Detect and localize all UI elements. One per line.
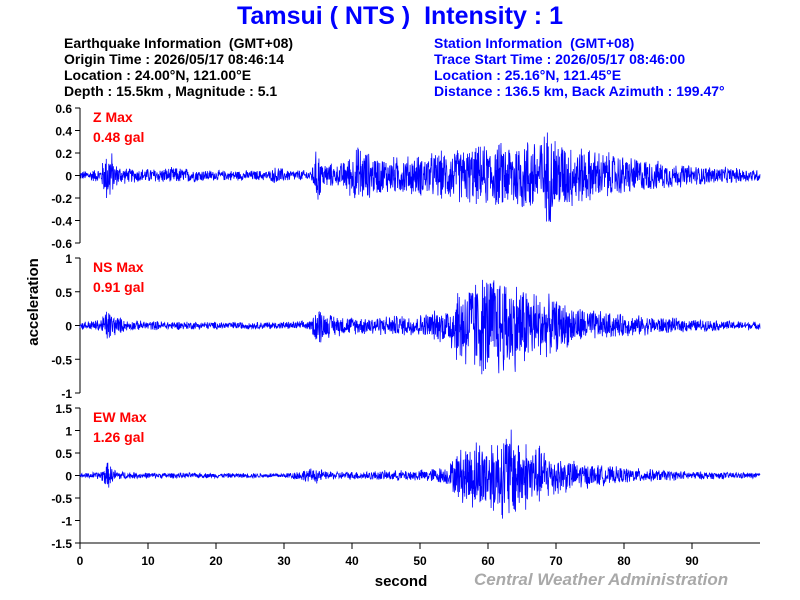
- station-location: Location : 25.16°N, 121.45°E: [434, 67, 622, 83]
- x-tick-label: 90: [685, 554, 699, 568]
- earthquake-info-heading: Earthquake Information (GMT+08): [64, 35, 294, 51]
- y-tick-label: 0.6: [55, 102, 72, 116]
- credit-text: Central Weather Administration: [474, 570, 729, 589]
- max-value-z: 0.48 gal: [93, 129, 144, 145]
- panel-ew: -1.5 -1 -0.5 0 0.5 1 1.5 EW Max 1.26 gal: [51, 402, 761, 551]
- trace-ew: [79, 429, 761, 519]
- y-axis-label: acceleration: [25, 258, 42, 346]
- y-tick-label: 0: [65, 320, 72, 334]
- x-tick-label: 40: [345, 554, 359, 568]
- y-tick-label: -1: [61, 387, 72, 401]
- y-tick-label: 1.5: [55, 402, 72, 416]
- y-tick-label: 0.5: [55, 286, 72, 300]
- x-tick-label: 30: [277, 554, 291, 568]
- x-tick-label: 80: [617, 554, 631, 568]
- depth-magnitude: Depth : 15.5km , Magnitude : 5.1: [64, 83, 278, 99]
- earthquake-info: Earthquake Information (GMT+08) Origin T…: [64, 35, 293, 99]
- panel-z: -0.6 -0.4 -0.2 0 0.2 0.4 0.6 Z Max 0.48 gal: [51, 102, 761, 251]
- max-label-z: Z Max: [93, 109, 133, 125]
- station-info: Station Information (GMT+08) Trace Start…: [434, 35, 725, 99]
- y-tick-label: -1.5: [51, 537, 72, 551]
- y-tick-label: 1: [65, 425, 72, 439]
- x-tick-label: 50: [413, 554, 427, 568]
- x-tick-label: 70: [549, 554, 563, 568]
- max-value-ew: 1.26 gal: [93, 429, 144, 445]
- origin-time: Origin Time : 2026/05/17 08:46:14: [64, 51, 284, 67]
- y-tick-label: -0.5: [51, 492, 72, 506]
- station-info-heading: Station Information (GMT+08): [434, 35, 635, 51]
- y-tick-label: 0.5: [55, 447, 72, 461]
- y-tick-label: -0.6: [51, 237, 72, 251]
- y-tick-label: 0.4: [55, 125, 72, 139]
- epicenter-location: Location : 24.00°N, 121.00°E: [64, 67, 252, 83]
- y-tick-label: 1: [65, 252, 72, 266]
- x-tick-label: 60: [481, 554, 495, 568]
- y-tick-label: -0.5: [51, 353, 72, 367]
- y-tick-label: -0.4: [51, 215, 72, 229]
- trace-z: [79, 132, 761, 222]
- x-tick-label: 10: [141, 554, 155, 568]
- y-tick-label: -0.2: [51, 192, 72, 206]
- trace-ns: [79, 279, 761, 375]
- max-value-ns: 0.91 gal: [93, 279, 144, 295]
- y-tick-label: 0: [65, 170, 72, 184]
- panel-ns: -1 -0.5 0 0.5 1 NS Max 0.91 gal: [51, 252, 761, 401]
- y-tick-label: 0.2: [55, 147, 72, 161]
- y-tick-label: 0: [65, 470, 72, 484]
- chart-title: Tamsui ( NTS ) Intensity : 1: [237, 2, 563, 30]
- max-label-ns: NS Max: [93, 259, 144, 275]
- station-distance: Distance : 136.5 km, Back Azimuth : 199.…: [434, 83, 725, 99]
- x-axis-label: second: [375, 573, 428, 590]
- trace-start-time: Trace Start Time : 2026/05/17 08:46:00: [434, 51, 686, 67]
- y-tick-label: -1: [61, 515, 72, 529]
- max-label-ew: EW Max: [93, 409, 147, 425]
- x-tick-label: 0: [77, 554, 84, 568]
- x-tick-label: 20: [209, 554, 223, 568]
